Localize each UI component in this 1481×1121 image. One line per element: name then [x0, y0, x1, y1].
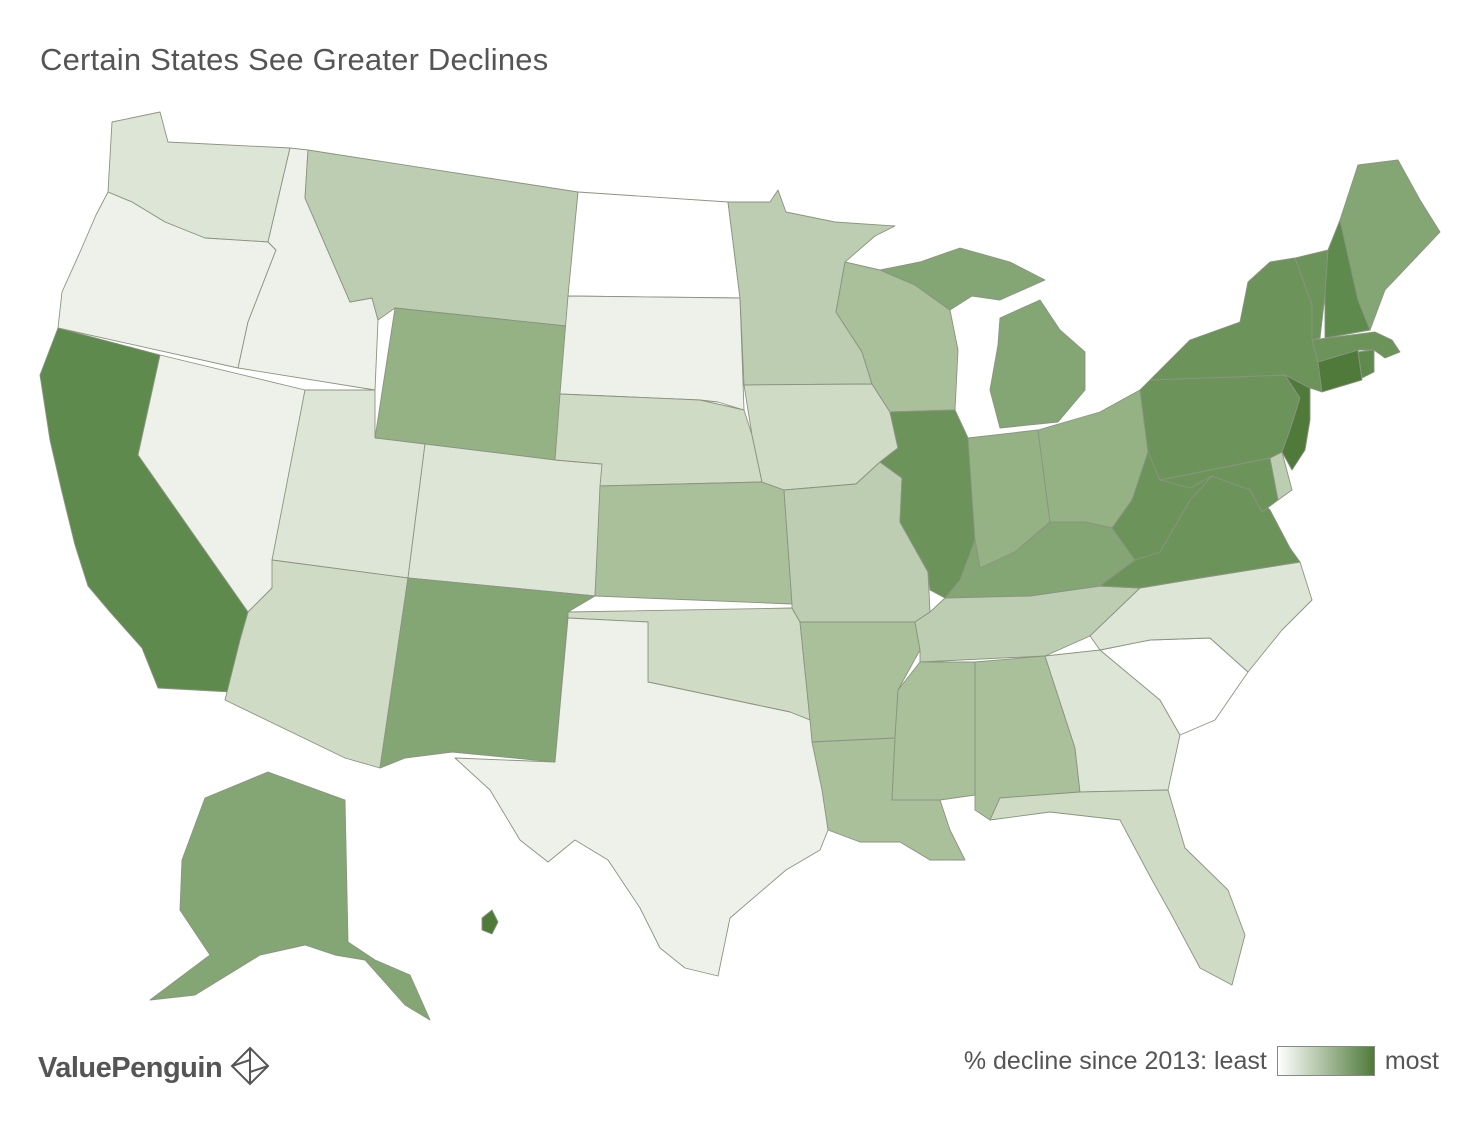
brand: ValuePenguin	[38, 1046, 270, 1091]
legend: % decline since 2013: least most	[964, 1046, 1439, 1076]
state-colorado	[407, 443, 603, 597]
legend-low-label: % decline since 2013: least	[963, 1046, 1267, 1075]
state-maine	[1339, 159, 1441, 331]
penguin-logo-icon	[230, 1046, 270, 1091]
state-massachusetts	[1311, 331, 1401, 363]
state-wyoming	[374, 307, 567, 461]
state-south-dakota	[559, 295, 745, 411]
legend-high-label: most	[1384, 1046, 1439, 1075]
state-hawaii	[481, 909, 499, 935]
state-new-york	[1149, 257, 1323, 393]
legend-gradient-bar	[1276, 1046, 1375, 1076]
state-missouri	[783, 461, 931, 623]
state-alaska	[149, 771, 431, 1021]
state-north-dakota	[567, 191, 741, 299]
state-michigan	[879, 247, 1086, 429]
state-new-mexico	[379, 577, 596, 769]
map-title: Certain States See Greater Declines	[40, 42, 549, 77]
brand-name: ValuePenguin	[38, 1052, 223, 1084]
state-texas	[454, 617, 829, 977]
state-mississippi	[891, 661, 976, 801]
state-rhode-island	[1357, 349, 1375, 379]
state-florida	[989, 789, 1246, 986]
state-new-jersey	[1281, 374, 1311, 471]
states-layer	[39, 111, 1441, 1021]
state-kansas	[594, 481, 793, 605]
